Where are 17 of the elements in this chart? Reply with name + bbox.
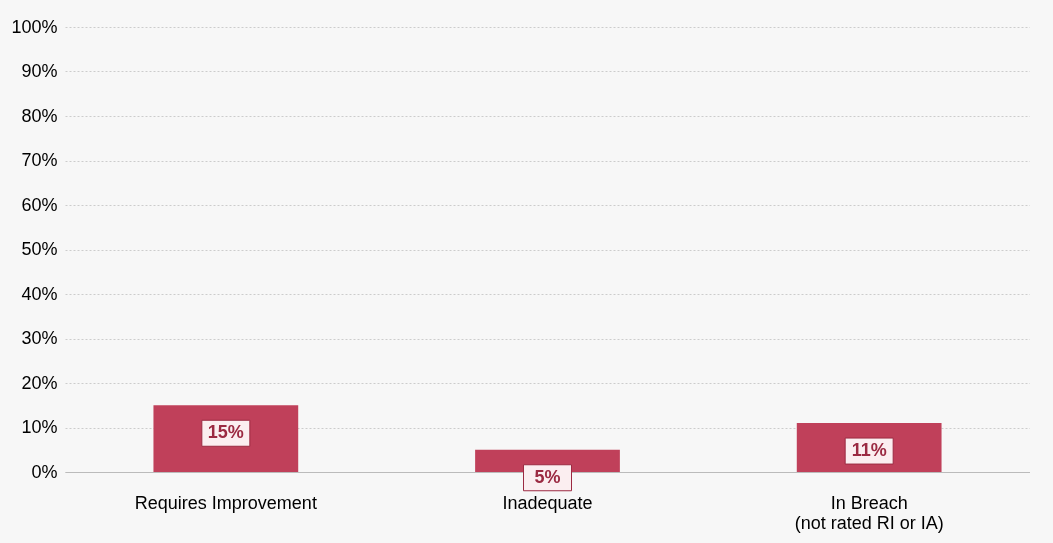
data-label: 15%: [207, 422, 244, 443]
y-tick-label: 100%: [11, 16, 58, 37]
y-tick-label: 70%: [21, 150, 58, 170]
x-tick-label: In Breach (not rated RI or IA): [794, 492, 944, 533]
y-tick-label: 40%: [21, 283, 58, 304]
y-tick-label: 90%: [21, 61, 58, 81]
y-tick-label: 10%: [21, 417, 58, 437]
x-tick-label: Requires Improvement: [134, 492, 317, 513]
y-tick-label: 60%: [21, 194, 58, 215]
y-tick-label: 30%: [21, 328, 58, 348]
y-tick-label: 0%: [31, 461, 58, 482]
y-tick-label: 50%: [21, 239, 58, 259]
data-label: 5%: [534, 466, 561, 487]
y-tick-label: 20%: [21, 372, 58, 393]
data-label: 11%: [851, 440, 887, 461]
y-tick-label: 80%: [21, 105, 58, 126]
x-tick-label: Inadequate: [502, 492, 593, 513]
